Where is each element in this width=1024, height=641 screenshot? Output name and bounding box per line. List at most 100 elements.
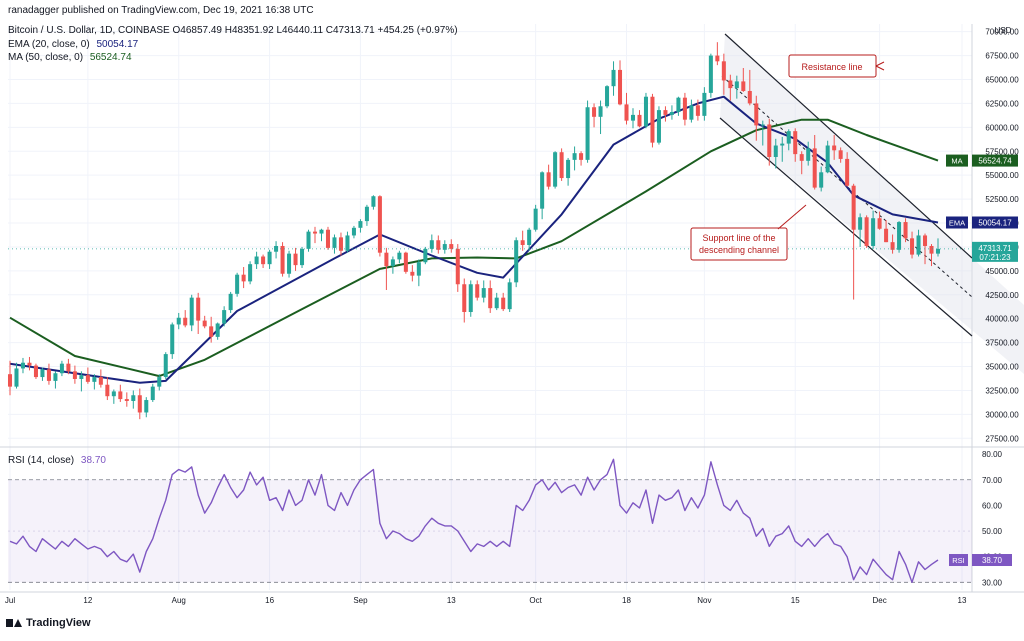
candle-body <box>475 284 480 298</box>
candle-body <box>358 221 363 228</box>
price-axis-label: 37500.00 <box>985 339 1019 348</box>
candle-body <box>462 284 467 313</box>
candle-body <box>377 196 382 253</box>
candle-body <box>137 395 142 413</box>
price-axis-label: 42500.00 <box>985 291 1019 300</box>
candle-body <box>520 240 525 246</box>
candle-body <box>819 172 824 188</box>
candle-body <box>890 242 895 250</box>
time-axis-label: 13 <box>447 596 456 605</box>
candle-body <box>72 371 77 379</box>
candle-body <box>455 248 460 285</box>
candle-body <box>910 238 915 255</box>
candle-body <box>228 293 233 311</box>
candle-body <box>85 375 90 382</box>
candle-body <box>663 110 668 115</box>
price-axis-unit: USD <box>995 26 1012 35</box>
candle-body <box>605 86 610 107</box>
candle-body <box>630 114 636 121</box>
candle-body <box>637 114 642 127</box>
candle-body <box>118 391 123 400</box>
candle-body <box>280 245 285 274</box>
price-axis-label: 70000.00 <box>985 28 1019 37</box>
candle-body <box>215 323 220 337</box>
support-annotation-box <box>690 227 788 261</box>
publisher-line: ranadagger published on TradingView.com,… <box>8 5 314 16</box>
candle-body <box>14 368 19 387</box>
price-axis-label: 52500.00 <box>985 195 1019 204</box>
candle-body <box>222 310 227 324</box>
candle-body <box>923 235 928 246</box>
rsi-axis-label: 80.00 <box>982 450 1003 459</box>
candle-body <box>501 297 506 310</box>
candle-body <box>897 222 902 250</box>
candle-body <box>351 227 356 236</box>
candle-body <box>183 317 188 326</box>
candle-body <box>572 153 577 160</box>
candle-body <box>527 229 532 246</box>
candle-body <box>592 107 597 117</box>
countdown-label: 07:21:23 <box>979 253 1011 262</box>
ma-legend-label: MA (50, close, 0) <box>8 52 84 63</box>
candle-body <box>111 391 116 397</box>
candle-body <box>715 55 720 62</box>
channel-midline <box>721 75 973 298</box>
ema-legend-label: EMA (20, close, 0) <box>8 39 90 50</box>
candle-body <box>708 55 713 93</box>
candle-body <box>163 354 168 378</box>
price-axis-label: 60000.00 <box>985 123 1019 132</box>
price-axis-label: 62500.00 <box>985 99 1019 108</box>
time-axis-label: Jul <box>5 596 15 605</box>
candle-body <box>481 288 486 298</box>
tradingview-logo[interactable]: TradingView <box>6 617 91 629</box>
ema-badge-tag: EMA <box>949 218 965 227</box>
candle-body <box>235 274 240 294</box>
candle-body <box>916 235 921 255</box>
resistance-annotation-text: Resistance line <box>801 62 862 72</box>
candle-body <box>124 399 129 401</box>
candle-body <box>540 172 545 209</box>
candle-body <box>436 240 441 250</box>
price-axis-label: 65000.00 <box>985 75 1019 84</box>
price-axis-label: 35000.00 <box>985 363 1019 372</box>
candle-body <box>741 81 746 91</box>
rsi-badge-value-box <box>972 554 1012 567</box>
candle-body <box>767 124 772 157</box>
candle-body <box>33 365 38 378</box>
candle-body <box>46 369 51 381</box>
candle-body <box>553 152 558 187</box>
candle-body <box>254 256 259 265</box>
candle-body <box>877 218 882 229</box>
support-annotation-text: descending channel <box>699 245 779 255</box>
price-axis-label: 40000.00 <box>985 315 1019 324</box>
candle-body <box>786 131 791 144</box>
candle-body <box>624 104 629 121</box>
candle-body <box>488 288 493 309</box>
candle-body <box>514 240 519 283</box>
time-axis-label: Dec <box>872 596 886 605</box>
resistance-pointer-edge <box>875 61 885 67</box>
candle-body <box>325 229 330 248</box>
candle-body <box>131 395 136 401</box>
candle-body <box>53 373 58 381</box>
candle-body <box>189 297 194 326</box>
candle-body <box>416 262 421 276</box>
candle-body <box>397 252 402 260</box>
candle-body <box>157 377 162 387</box>
candle-body <box>851 185 856 230</box>
candle-body <box>838 150 843 159</box>
ema-badge-value-box <box>972 216 1018 229</box>
candle-body <box>241 274 246 282</box>
time-axis-label: Aug <box>172 596 186 605</box>
candle-body <box>734 81 739 89</box>
ma-badge-value: 56524.74 <box>978 157 1012 166</box>
candle-body <box>267 251 272 265</box>
ma-badge-tag: MA <box>951 157 962 166</box>
candle-body <box>695 105 700 116</box>
support-annotation-pointer <box>777 204 807 230</box>
candle-body <box>319 229 324 234</box>
rsi-axis-label: 70.00 <box>982 476 1003 485</box>
candle-body <box>806 148 811 161</box>
resistance-pointer-edge <box>875 65 885 71</box>
rsi-legend-label: RSI (14, close) <box>8 455 75 466</box>
